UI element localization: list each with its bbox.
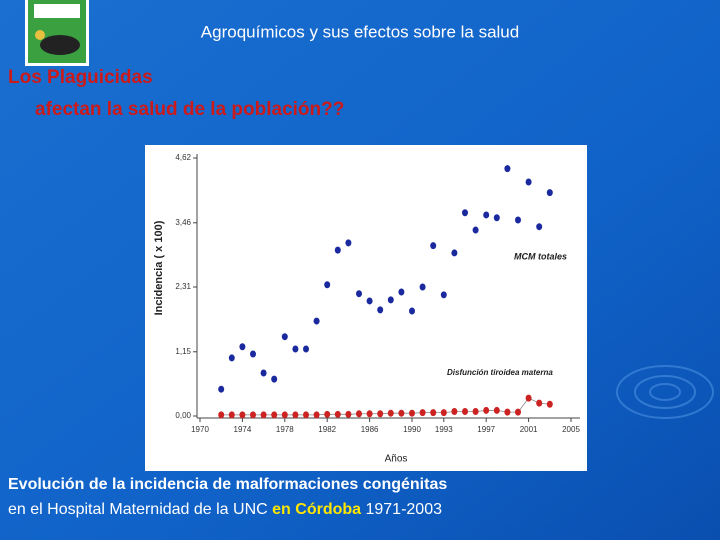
point [525,394,532,402]
point [430,409,437,417]
chart-panel [145,145,587,471]
caption: Evolución de la incidencia de malformaci… [8,476,447,493]
point [324,281,331,289]
point [334,410,341,418]
point [536,223,543,231]
point [260,411,267,419]
point [313,317,320,325]
point [525,178,532,186]
y-tick-label: 1,15 [175,347,191,356]
point [462,209,468,217]
x-tick-label: 2001 [520,425,538,434]
point [515,216,521,224]
point [504,165,511,173]
point [515,408,521,416]
legend-label: Disfunción tiroidea materna [447,368,553,377]
point [483,406,490,414]
point [409,307,415,315]
caption: en el Hospital Maternidad de la UNC en C… [8,501,442,518]
point [398,288,405,296]
point [387,409,394,417]
y-tick-label: 0,00 [175,411,191,420]
point [493,406,500,414]
x-tick-label: 1997 [477,425,495,434]
point [472,226,479,234]
heading: Los Plaguicidas [8,67,153,88]
x-axis-label: Años [385,454,408,465]
x-tick-label: 1986 [361,425,379,434]
point [356,410,362,418]
point [324,410,331,418]
point [356,290,362,298]
point [292,345,299,353]
point [546,189,553,197]
x-tick-label: 1970 [191,425,209,434]
point [228,411,235,419]
caption-highlight: en Córdoba [272,501,361,518]
point [366,410,373,418]
slide-title: Agroquímicos y sus efectos sobre la salu… [201,22,519,41]
point [536,399,543,407]
point [292,411,299,419]
point [451,249,458,257]
heading: afectan la salud de la población?? [35,99,344,120]
point [281,333,288,341]
point [239,411,246,419]
y-tick-label: 4,62 [175,153,191,162]
y-tick-label: 3,46 [175,218,191,227]
point [334,246,341,254]
caption-part: en el Hospital Maternidad de la UNC [8,501,268,518]
point [472,408,479,416]
point [493,214,500,222]
point [419,283,426,291]
x-tick-label: 1974 [234,425,252,434]
y-axis-label: Incidencia ( x 100) [153,220,165,315]
caption-part: 1971-2003 [365,501,442,518]
y-tick-label: 2,31 [175,282,191,291]
point [250,350,256,358]
point [451,408,458,416]
x-tick-label: 2005 [562,425,580,434]
point [218,385,225,393]
point [260,369,267,377]
point [440,291,447,299]
point [377,306,384,314]
point [387,296,394,304]
point [409,409,415,417]
point [483,211,490,219]
point [271,375,278,383]
x-tick-label: 1990 [403,425,421,434]
point [345,410,352,418]
point [398,409,405,417]
ripple [616,365,714,419]
point [218,411,225,419]
x-tick-label: 1993 [435,425,453,434]
point [313,411,320,419]
point [239,343,246,351]
point [303,411,309,419]
point [546,400,553,408]
point [250,411,256,419]
x-tick-label: 1982 [318,425,336,434]
x-tick-label: 1978 [276,425,294,434]
legend-label: MCM totales [514,251,567,261]
point [440,409,447,417]
point [419,409,426,417]
point [504,408,511,416]
point [303,345,309,353]
point [281,411,288,419]
point [345,239,352,247]
point [430,242,437,250]
point [228,354,235,362]
point [366,297,373,305]
point [271,411,278,419]
cover-image [25,0,89,66]
point [377,410,384,418]
point [462,408,468,416]
